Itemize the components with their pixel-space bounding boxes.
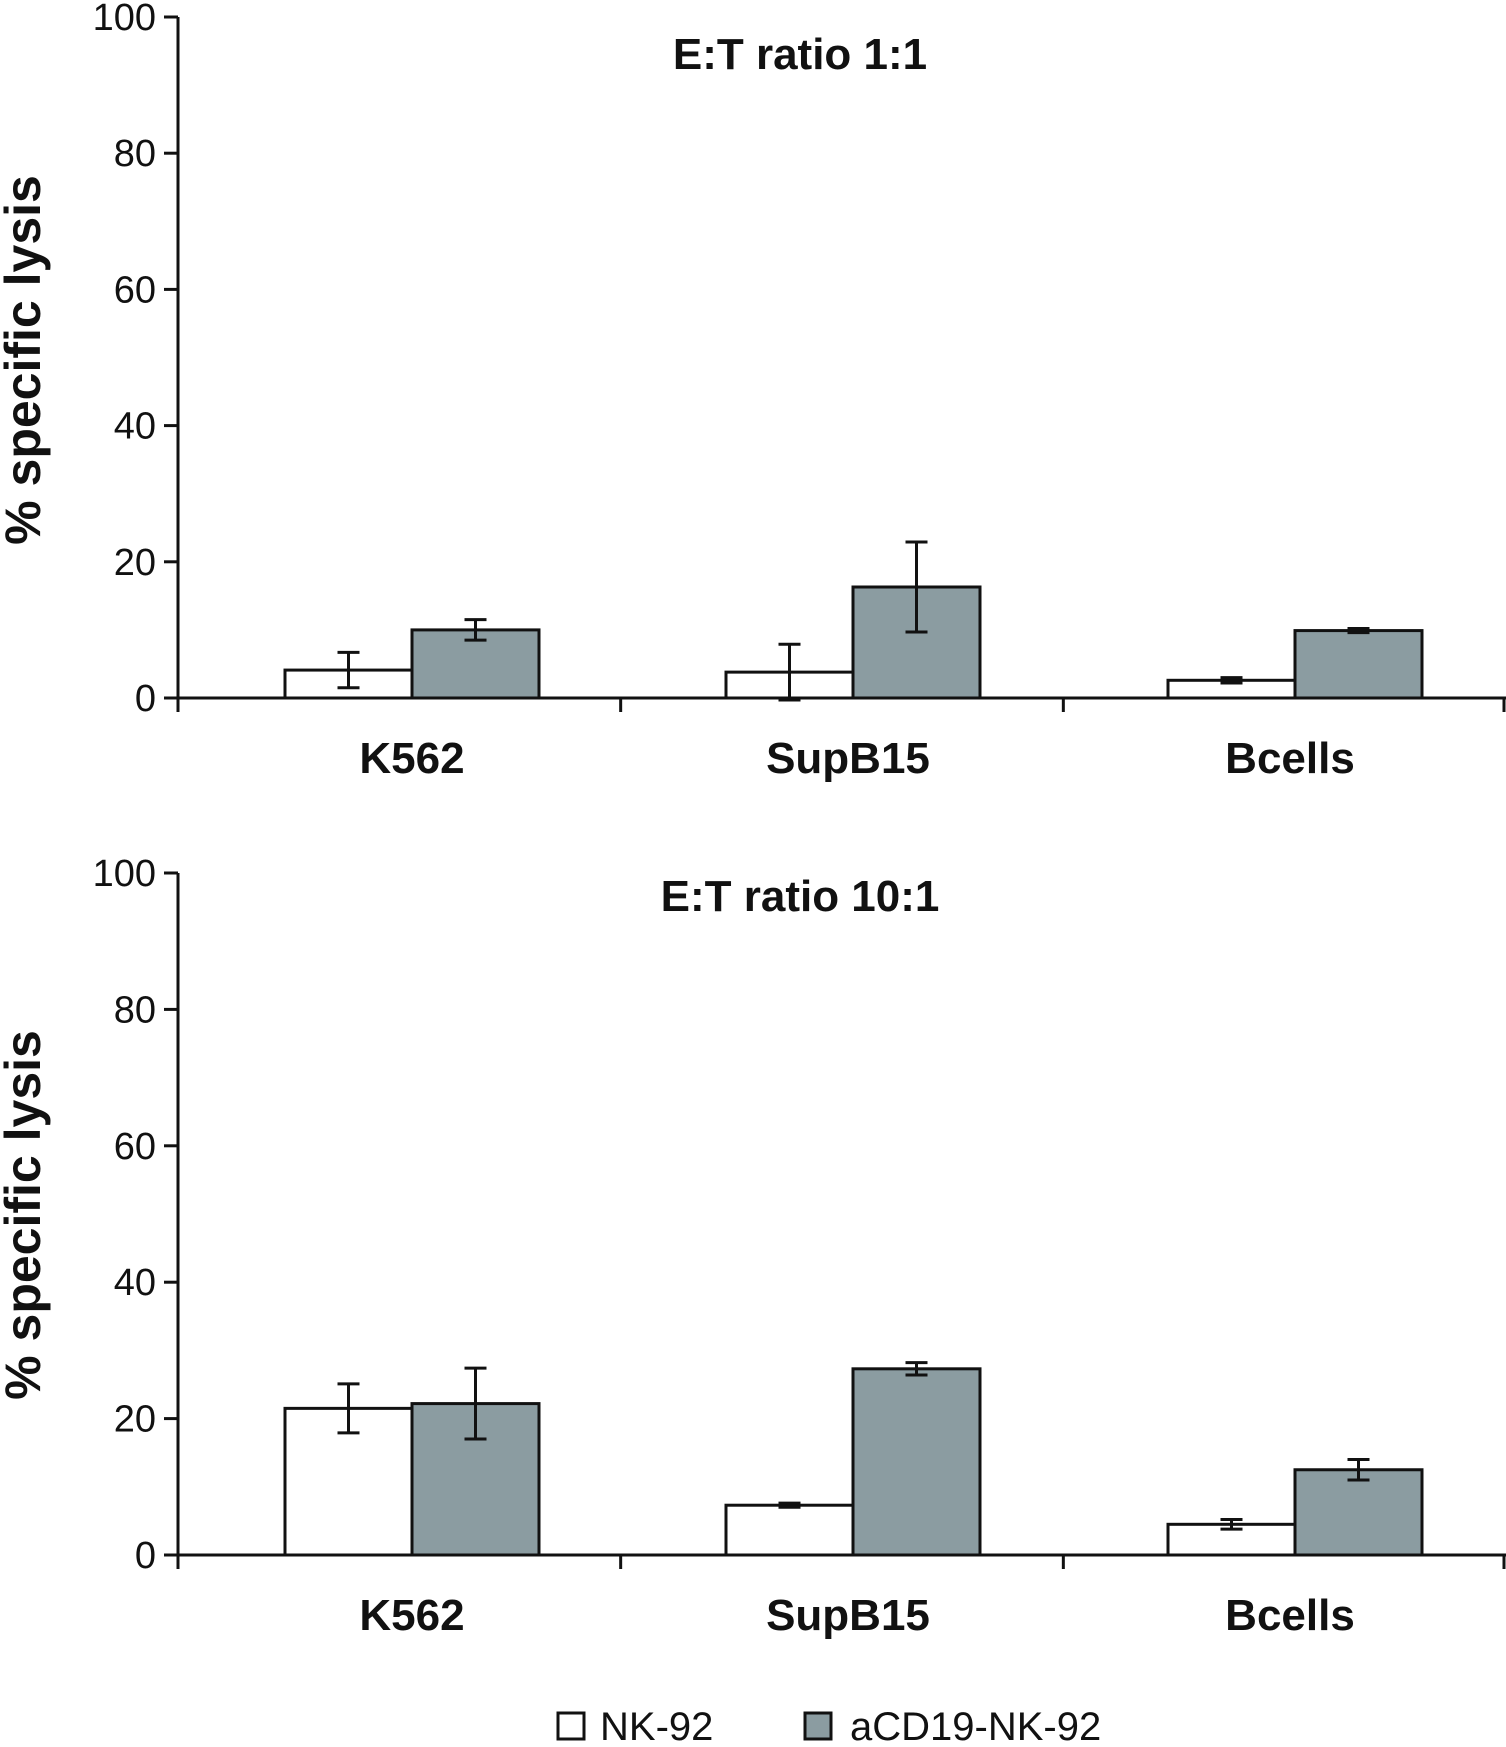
error-bar-nk-92-bcells xyxy=(1220,1518,1243,1531)
y-axis-title: % specific lysis xyxy=(0,175,51,545)
y-tick-label: 0 xyxy=(135,1535,156,1577)
legend-label-acd19-nk92: aCD19-NK-92 xyxy=(850,1705,1101,1747)
y-tick-label: 60 xyxy=(114,269,156,311)
x-tick-label-k562: K562 xyxy=(359,1591,464,1640)
y-tick-label: 0 xyxy=(135,678,156,720)
y-tick-label: 80 xyxy=(114,133,156,175)
error-bar-acd19-nk-92-k562 xyxy=(464,618,487,642)
y-tick-label: 100 xyxy=(93,0,156,39)
legend-swatch-acd19-nk92 xyxy=(803,1711,833,1741)
error-bar-acd19-nk-92-supb15 xyxy=(905,540,928,634)
bar-acd19-nk-92-bcells xyxy=(1293,629,1424,700)
y-tick-label: 20 xyxy=(114,542,156,584)
chart-title: E:T ratio 10:1 xyxy=(661,872,940,921)
error-bar-acd19-nk-92-supb15 xyxy=(905,1361,928,1377)
legend-swatch-nk92 xyxy=(556,1711,586,1741)
bar-acd19-nk-92-bcells xyxy=(1293,1468,1424,1557)
bar-nk-92-supb15 xyxy=(724,1503,855,1557)
x-tick-label-k562: K562 xyxy=(359,734,464,783)
y-tick-label: 80 xyxy=(114,989,156,1031)
y-tick-label: 40 xyxy=(114,406,156,448)
legend-label-nk92: NK-92 xyxy=(600,1705,713,1747)
chart-title: E:T ratio 1:1 xyxy=(673,30,927,79)
y-axis-title: % specific lysis xyxy=(0,1030,51,1400)
error-bar-nk-92-bcells xyxy=(1220,676,1243,685)
error-bar-nk-92-supb15 xyxy=(778,642,801,702)
error-bar-acd19-nk-92-bcells xyxy=(1347,1458,1370,1482)
error-bar-acd19-nk-92-bcells xyxy=(1347,627,1370,635)
error-bar-nk-92-k562 xyxy=(337,1382,360,1435)
x-tick-label-bcells: Bcells xyxy=(1225,1591,1355,1640)
error-bar-nk-92-k562 xyxy=(337,650,360,690)
x-tick-label-supb15: SupB15 xyxy=(766,734,930,783)
bar-acd19-nk-92-supb15 xyxy=(851,1367,982,1557)
y-tick-label: 60 xyxy=(114,1126,156,1168)
chart-panel-bottom: E:T ratio 10:1 % specific lysis 0 20 40 60 80 1… xyxy=(0,853,1506,1640)
error-bar-acd19-nk-92-k562 xyxy=(464,1366,487,1441)
chart-panel-top: E:T ratio 1:1 % specific lysis 0 20 40 60 80 10… xyxy=(0,0,1506,783)
y-tick-label: 100 xyxy=(93,853,156,895)
x-tick-label-bcells: Bcells xyxy=(1225,734,1355,783)
error-bar-nk-92-supb15 xyxy=(778,1501,801,1509)
x-tick-label-supb15: SupB15 xyxy=(766,1591,930,1640)
legend: NK-92 aCD19-NK-92 xyxy=(556,1705,1101,1747)
y-tick-label: 40 xyxy=(114,1262,156,1304)
y-tick-label: 20 xyxy=(114,1399,156,1441)
